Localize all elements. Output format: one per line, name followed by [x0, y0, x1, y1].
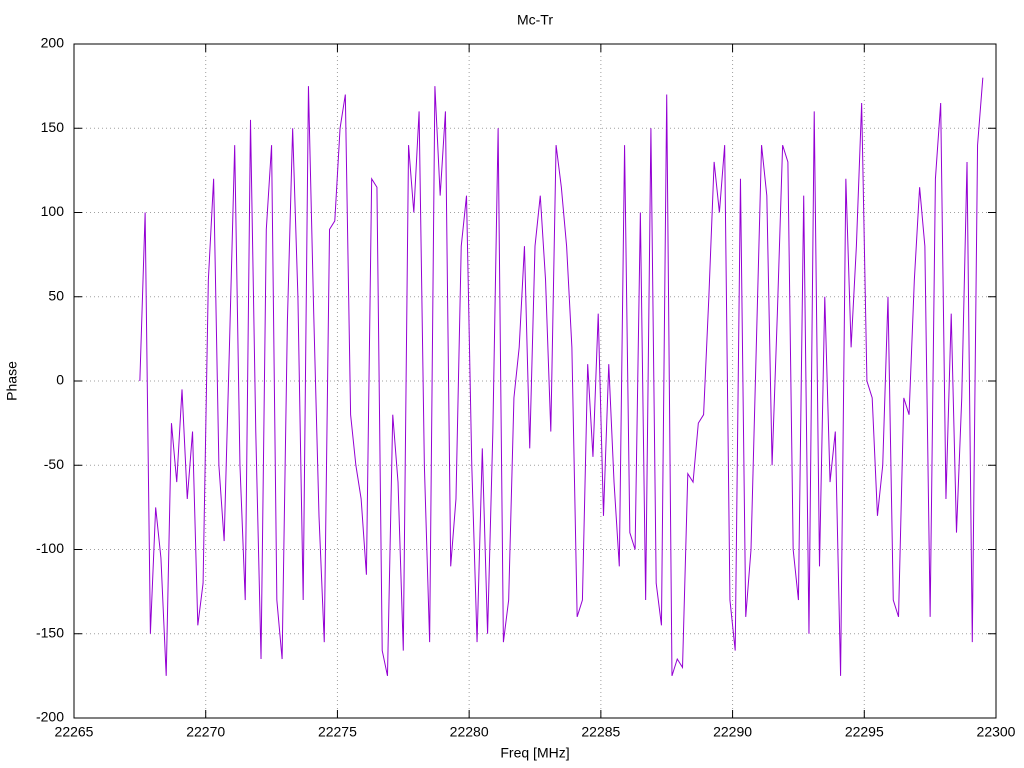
- y-tick-label: 200: [41, 35, 65, 51]
- y-axis-label: Phase: [4, 361, 20, 401]
- y-tick-label: 0: [56, 372, 64, 388]
- x-tick-label: 22285: [581, 724, 620, 740]
- y-tick-label: -100: [36, 540, 64, 556]
- plot-border: [73, 43, 997, 719]
- y-tick-label: 100: [41, 203, 65, 219]
- chart-title: Mc-Tr: [517, 12, 553, 28]
- x-tick-label: 22270: [186, 724, 225, 740]
- y-tick-label: 150: [41, 119, 65, 135]
- y-tick-label: -200: [36, 709, 64, 725]
- y-tick-label: 50: [48, 287, 64, 303]
- y-tick-label: -50: [44, 456, 64, 472]
- x-tick-label: 22265: [55, 724, 94, 740]
- data-line: [139, 77, 984, 677]
- x-axis-label: Freq [MHz]: [500, 745, 569, 761]
- x-tick-label: 22295: [845, 724, 884, 740]
- x-tick-label: 22280: [450, 724, 489, 740]
- x-tick-label: 22300: [977, 724, 1016, 740]
- x-tick-label: 22275: [318, 724, 357, 740]
- y-tick-label: -150: [36, 624, 64, 640]
- x-tick-label: 22290: [713, 724, 752, 740]
